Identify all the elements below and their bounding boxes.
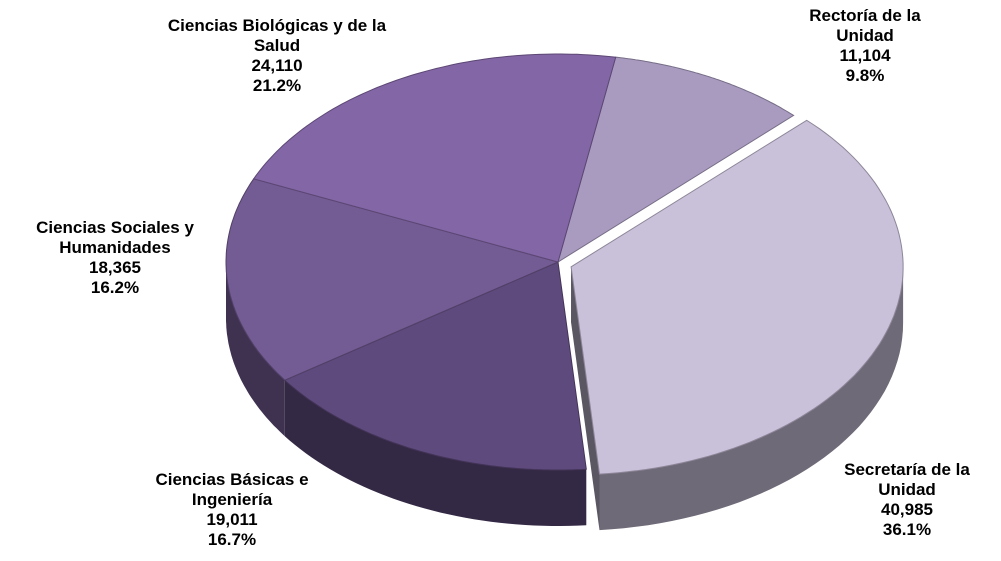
- label-category: Ciencias Biológicas y de la Salud: [167, 16, 387, 55]
- label-value: 18,365: [89, 258, 141, 277]
- label-value: 11,104: [839, 46, 891, 65]
- data-label: Ciencias Biológicas y de la Salud 24,110 2…: [167, 16, 387, 96]
- label-value: 24,110: [251, 56, 303, 75]
- label-percent: 9.8%: [845, 66, 885, 85]
- slice-side: [226, 262, 285, 437]
- slice: [225, 178, 560, 381]
- data-label: Ciencias Sociales y Humanidades 18,365 16.…: [0, 218, 230, 298]
- data-label: Ciencias Básicas e Ingeniería 19,011 16.7%: [127, 470, 337, 550]
- label-category: Ciencias Sociales y Humanidades: [36, 218, 194, 257]
- label-percent: 21.2%: [252, 76, 302, 95]
- label-value: 40,985: [881, 500, 933, 519]
- label-category: Ciencias Básicas e Ingeniería: [155, 470, 309, 509]
- data-label: Rectoría de la Unidad 11,104 9.8%: [785, 6, 945, 86]
- label-percent: 36.1%: [882, 520, 932, 539]
- label-category: Secretaría de la Unidad: [844, 460, 970, 499]
- data-label: Secretaría de la Unidad 40,985 36.1%: [822, 460, 992, 540]
- slice: [252, 53, 617, 263]
- slice: [557, 56, 795, 264]
- label-percent: 16.7%: [207, 530, 257, 549]
- slice: [283, 261, 587, 471]
- label-category: Rectoría de la Unidad: [809, 6, 921, 45]
- slice-side: [284, 380, 587, 526]
- slice-cut-face: [571, 266, 600, 531]
- slice: [570, 119, 904, 475]
- label-value: 19,011: [206, 510, 258, 529]
- label-percent: 16.2%: [90, 278, 140, 297]
